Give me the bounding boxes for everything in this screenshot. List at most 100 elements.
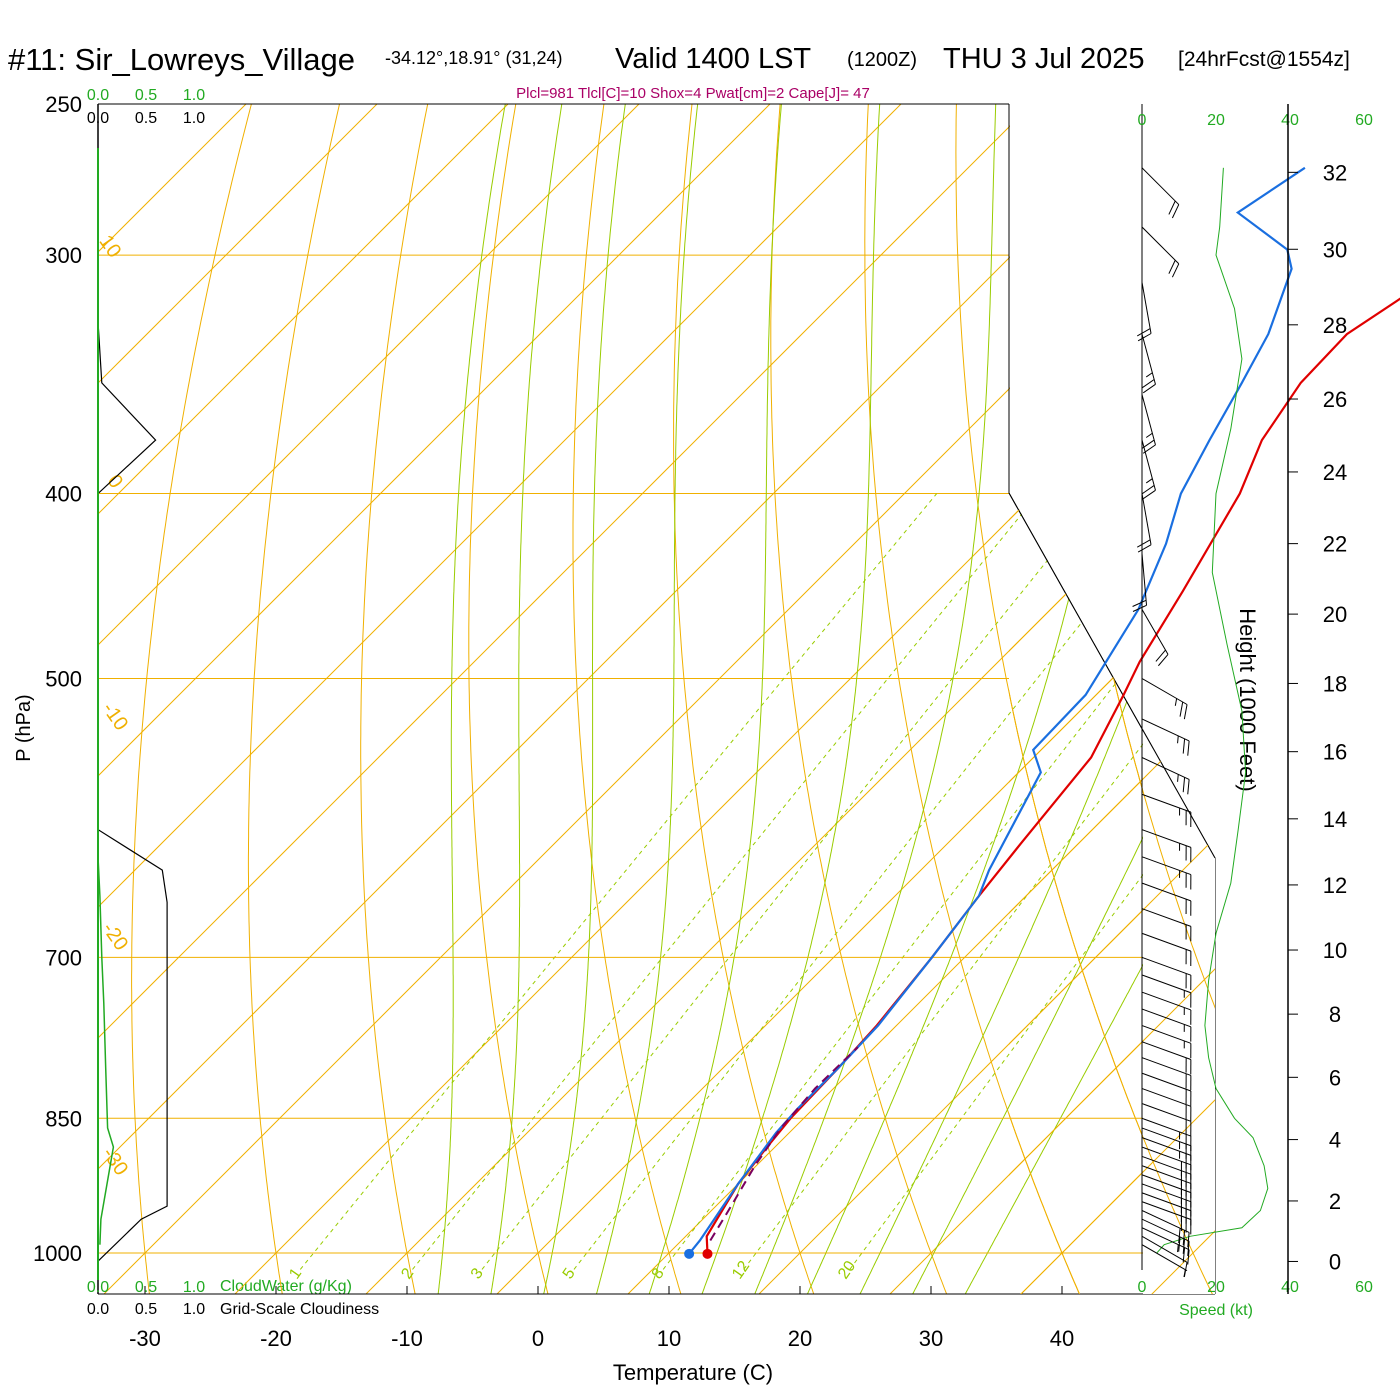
- barb-flag: [1171, 204, 1180, 219]
- barb-flag: [1132, 604, 1147, 612]
- barb-staff: [1141, 757, 1190, 780]
- moist-adiabat: [543, 104, 626, 1294]
- isotherm-line: [365, 516, 1143, 1294]
- barb-flag: [1137, 333, 1152, 342]
- barb-flag: [1171, 263, 1180, 278]
- barb-staff: [1141, 718, 1190, 742]
- barb-staff: [1141, 1244, 1188, 1272]
- barb-staff: [1141, 1117, 1192, 1137]
- barb-flag: [1178, 1228, 1181, 1244]
- cloudwater-scale-bottom: 0.0: [87, 1279, 109, 1296]
- temperature-tick-label: -20: [260, 1326, 292, 1351]
- speed-tick-bottom: 60: [1355, 1279, 1373, 1296]
- cloudwater-scale-bottom: 0.5: [135, 1279, 157, 1296]
- speed-tick-top: 20: [1207, 112, 1225, 129]
- isotherm-line: [98, 104, 1033, 1039]
- height-tick-label: 14: [1323, 807, 1347, 832]
- barb-flag: [1155, 649, 1166, 662]
- cloudwater-label: CloudWater (g/Kg): [220, 1278, 352, 1295]
- cloudiness-scale-top: 0.0: [87, 110, 109, 127]
- cloudwater-line: [97, 856, 115, 1245]
- pressure-tick-label: 300: [45, 243, 82, 268]
- barb-staff: [1141, 1227, 1190, 1251]
- barb-staff: [1141, 1201, 1192, 1220]
- speed-tick-top: 60: [1355, 112, 1373, 129]
- barb-flag: [1187, 740, 1190, 756]
- temperature-tick-label: -30: [129, 1326, 161, 1351]
- header-date: THU 3 Jul 2025: [943, 43, 1145, 75]
- dry-adiabat: [131, 104, 252, 1294]
- barb-staff: [1141, 1041, 1192, 1060]
- cloudwater-scale-top: 0.0: [87, 87, 109, 104]
- height-tick-label: 4: [1329, 1128, 1341, 1153]
- header-zulu: (1200Z): [847, 49, 917, 71]
- surface-temperature-point: [702, 1248, 713, 1259]
- parcel-line: [709, 1046, 859, 1242]
- wind-barb: [1141, 1008, 1192, 1042]
- wind-barb: [1132, 553, 1148, 612]
- sounding-params: Plcl=981 Tlcl[C]=10 Shox=4 Pwat[cm]=2 Ca…: [516, 85, 870, 102]
- wind-barb: [1141, 829, 1192, 863]
- isotherm-label: -10: [98, 698, 133, 734]
- barb-flag: [1136, 328, 1151, 337]
- wind-barb: [1141, 757, 1190, 795]
- barb-flag: [1182, 1230, 1186, 1246]
- surface-dewpoint-point: [684, 1248, 695, 1259]
- isotherm-label: -20: [98, 918, 133, 954]
- wind-barb: [1141, 1235, 1188, 1277]
- barb-half-flag: [1145, 478, 1153, 484]
- barb-half-flag: [1174, 698, 1178, 706]
- wind-barb: [1141, 1072, 1192, 1106]
- height-axis-label: Height (1000 Feet): [1235, 608, 1260, 791]
- moist-adiabat: [437, 104, 506, 1294]
- header-coords: -34.12°,18.91° (31,24): [385, 48, 563, 68]
- pressure-tick-label: 500: [45, 667, 82, 692]
- barb-staff: [1141, 793, 1192, 813]
- barb-staff: [1141, 1165, 1192, 1184]
- mixing-ratio-label: 5: [560, 1265, 579, 1282]
- mixing-ratio-line: [299, 493, 938, 1270]
- barb-staff: [1141, 1088, 1192, 1107]
- height-tick-label: 20: [1323, 602, 1347, 627]
- barb-flag: [1137, 544, 1152, 553]
- isotherm-line: [98, 104, 771, 777]
- dry-adiabat: [1306, 70, 1400, 1301]
- pressure-tick-label: 1000: [33, 1241, 82, 1266]
- barb-staff: [1141, 493, 1152, 545]
- barb-staff: [1141, 882, 1192, 902]
- barb-staff: [1141, 1103, 1192, 1122]
- height-tick-label: 12: [1323, 873, 1347, 898]
- cloudiness-scale-top: 1.0: [183, 110, 205, 127]
- barb-flag: [1182, 1247, 1186, 1263]
- barb-staff: [1141, 908, 1192, 927]
- barb-half-flag: [1177, 1244, 1179, 1253]
- wind-barb: [1136, 493, 1152, 553]
- cloudiness-line: [97, 321, 168, 1262]
- wind-barb: [1141, 333, 1156, 394]
- wind-barb: [1141, 718, 1190, 756]
- height-tick-label: 22: [1323, 532, 1347, 557]
- isotherm-label: -30: [98, 1143, 133, 1179]
- dry-adiabat: [572, 104, 682, 1294]
- wind-barb: [1141, 908, 1192, 942]
- cloudiness-scale-bottom: 1.0: [183, 1301, 205, 1318]
- cloudiness-label: Grid-Scale Cloudiness: [220, 1301, 379, 1318]
- height-tick-label: 0: [1329, 1249, 1341, 1274]
- wind-barb: [1141, 1103, 1192, 1137]
- dry-adiabat: [360, 104, 429, 1294]
- barb-flag: [1142, 489, 1156, 500]
- temperature-tick-label: 40: [1050, 1326, 1074, 1351]
- barb-flag: [1183, 1262, 1188, 1277]
- barb-staff: [1141, 1008, 1192, 1028]
- barb-staff: [1141, 1155, 1192, 1175]
- cloudwater-scale-top: 1.0: [183, 87, 205, 104]
- barb-staff: [1141, 678, 1188, 705]
- speed-axis-label: Speed (kt): [1179, 1302, 1253, 1319]
- barb-staff: [1141, 1137, 1192, 1156]
- header-forecast: [24hrFcst@1554z]: [1178, 48, 1350, 71]
- barb-staff: [1141, 932, 1192, 952]
- barb-flag: [1178, 1236, 1181, 1252]
- pressure-tick-label: 850: [45, 1106, 82, 1131]
- barb-half-flag: [1177, 735, 1179, 744]
- speed-tick-bottom: 40: [1281, 1279, 1299, 1296]
